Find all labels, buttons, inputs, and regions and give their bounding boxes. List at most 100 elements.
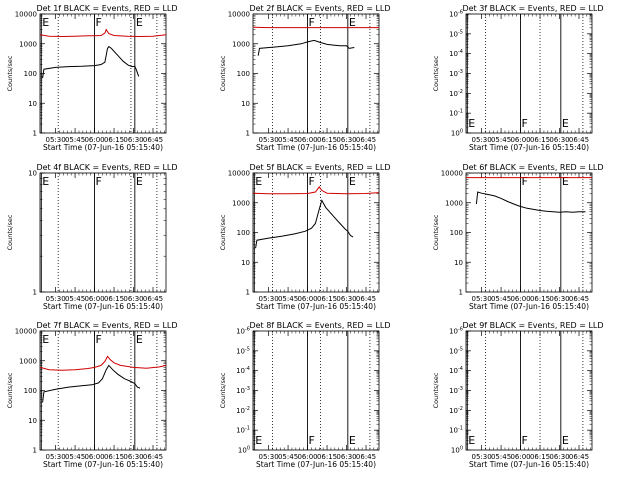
x-tick-label: 05:30 (258, 453, 278, 461)
y-tick-label: 10 (454, 259, 463, 267)
chart-title: Det 4f BLACK = Events, RED = LLD (36, 163, 177, 172)
plot-frame (39, 13, 167, 134)
x-tick-label: 06:15 (104, 136, 124, 144)
series-lld-line (253, 186, 379, 195)
y-tick-label: 1 (33, 289, 37, 297)
x-tick-label: 06:00 (84, 136, 104, 144)
marker-label: E (349, 175, 356, 188)
x-tick-label: 06:45 (356, 453, 376, 461)
y-tick-label: 10-1 (449, 109, 463, 118)
marker-label: E (468, 434, 475, 447)
marker-label: F (309, 434, 315, 447)
y-tick-label: 10 (28, 417, 37, 425)
x-tick-label: 06:30 (549, 136, 569, 144)
y-tick-label: 10-4 (236, 366, 250, 375)
y-tick-label: 100 (451, 129, 463, 138)
x-tick-label: 06:45 (143, 453, 163, 461)
y-tick-label: 10-1 (236, 426, 250, 435)
x-tick-label: 06:30 (123, 295, 143, 303)
x-tick-label: 05:30 (45, 295, 65, 303)
y-tick-label: 100 (237, 229, 250, 237)
x-axis-label: Start Time (07-Jun-16 05:15:40) (43, 302, 163, 311)
y-tick-label: 10-4 (449, 49, 463, 58)
y-tick-label: 10000 (441, 170, 463, 178)
y-tick-label: 100 (451, 446, 463, 455)
x-tick-label: 06:15 (317, 453, 337, 461)
series-lld-line (40, 355, 166, 371)
y-tick-label: 10-5 (449, 29, 463, 38)
x-tick-label: 05:45 (65, 136, 85, 144)
y-tick-label: 10-5 (449, 346, 463, 355)
y-tick-label: 10-6 (449, 327, 463, 336)
x-tick-label: 05:30 (471, 453, 491, 461)
x-tick-label: 06:00 (510, 295, 530, 303)
x-tick-label: 05:30 (45, 453, 65, 461)
x-tick-label: 06:15 (530, 453, 550, 461)
chart-title: Det 5f BLACK = Events, RED = LLD (249, 163, 390, 172)
x-tick-label: 06:15 (104, 453, 124, 461)
marker-label: F (309, 16, 315, 29)
y-tick-label: 10000 (228, 170, 250, 178)
plot-frame (465, 330, 593, 451)
x-tick-label: 06:30 (549, 453, 569, 461)
plot-frame (252, 330, 380, 451)
chart-title: Det 7f BLACK = Events, RED = LLD (36, 321, 177, 330)
marker-label: E (255, 434, 262, 447)
y-axis-label: Counts/sec (432, 214, 440, 250)
y-tick-label: 1000 (232, 40, 250, 48)
series-events-line (42, 364, 141, 403)
x-tick-label: 05:45 (491, 295, 511, 303)
x-tick-label: 06:15 (317, 136, 337, 144)
marker-label: E (42, 175, 49, 188)
x-axis-label: Start Time (07-Jun-16 05:15:40) (469, 302, 589, 311)
chart-title: Det 1f BLACK = Events, RED = LLD (36, 4, 177, 13)
y-tick-label: 1 (33, 447, 37, 455)
y-tick-label: 1 (246, 130, 250, 138)
x-tick-label: 06:15 (530, 136, 550, 144)
x-tick-label: 06:00 (297, 136, 317, 144)
series-events-line (255, 199, 354, 249)
y-tick-label: 10-2 (449, 89, 463, 98)
x-tick-label: 06:15 (530, 295, 550, 303)
chart-title: Det 2f BLACK = Events, RED = LLD (249, 4, 390, 13)
y-tick-label: 100 (24, 387, 37, 395)
x-tick-label: 05:30 (258, 295, 278, 303)
x-tick-label: 06:00 (510, 136, 530, 144)
x-tick-label: 05:45 (65, 453, 85, 461)
marker-label: E (349, 434, 356, 447)
x-tick-label: 06:45 (569, 453, 589, 461)
x-axis-label: Start Time (07-Jun-16 05:15:40) (43, 143, 163, 152)
plot-frame (39, 172, 167, 293)
y-axis-label: Counts/sec (219, 214, 227, 250)
y-tick-label: 1 (246, 289, 250, 297)
x-tick-label: 06:30 (123, 453, 143, 461)
chart-panel-3: Det 3f BLACK = Events, RED = LLD 100 10-1 1… (432, 4, 604, 152)
y-tick-label: 10000 (15, 328, 37, 336)
x-tick-label: 06:45 (569, 136, 589, 144)
y-tick-label: 10-1 (449, 426, 463, 435)
x-tick-label: 06:00 (84, 453, 104, 461)
plot-frame (465, 172, 593, 293)
marker-label: F (522, 175, 528, 188)
x-axis-label: Start Time (07-Jun-16 05:15:40) (469, 460, 589, 469)
x-tick-label: 05:30 (471, 295, 491, 303)
y-tick-label: 10 (241, 259, 250, 267)
chart-title: Det 6f BLACK = Events, RED = LLD (462, 163, 603, 172)
x-tick-label: 06:30 (123, 136, 143, 144)
x-axis-label: Start Time (07-Jun-16 05:15:40) (256, 302, 376, 311)
y-tick-label: 10 (28, 100, 37, 108)
x-tick-label: 05:45 (278, 136, 298, 144)
chart-panel-6: Det 6f BLACK = Events, RED = LLD 1 10 100 10… (432, 163, 604, 311)
chart-panel-9: Det 9f BLACK = Events, RED = LLD 100 10-1 1… (432, 321, 604, 469)
plot-frame (252, 13, 380, 134)
plot-frame (39, 330, 167, 451)
marker-label: F (522, 117, 528, 130)
series-events-line (42, 45, 140, 79)
chart-panel-7: Det 7f BLACK = Events, RED = LLD 1 10 100 10… (6, 321, 178, 469)
marker-label: E (562, 175, 569, 188)
marker-label: E (42, 16, 49, 29)
x-axis-label: Start Time (07-Jun-16 05:15:40) (256, 143, 376, 152)
series-events-line (475, 191, 586, 213)
x-tick-label: 06:45 (569, 295, 589, 303)
